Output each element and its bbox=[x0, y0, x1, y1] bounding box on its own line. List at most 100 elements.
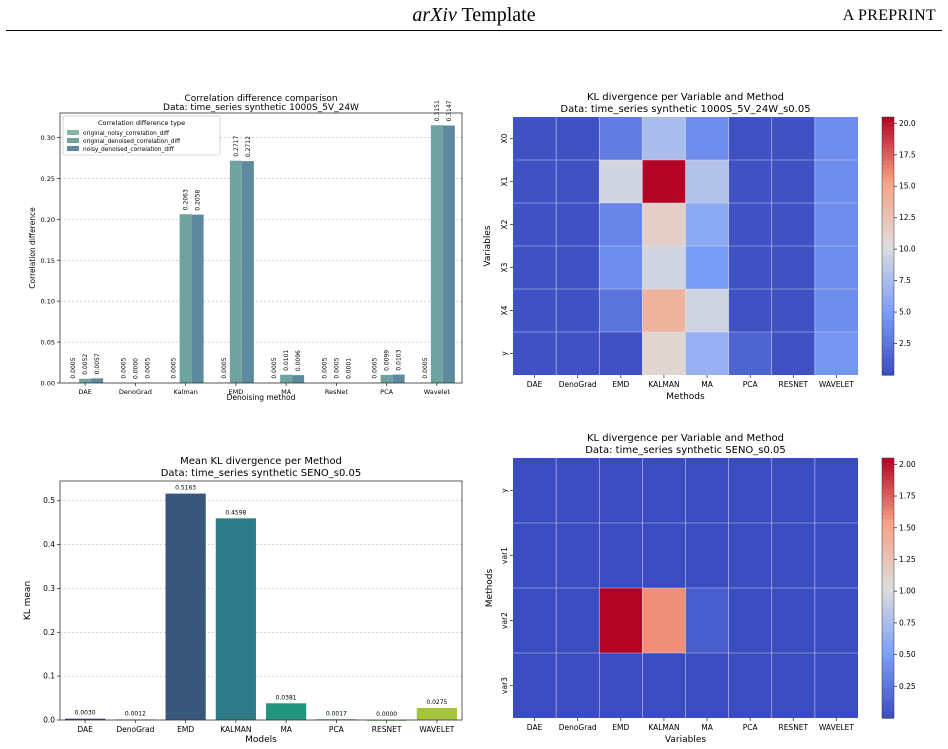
chart2-colorbar-segment bbox=[882, 357, 894, 363]
chart2-colorbar-segment bbox=[882, 250, 894, 256]
chart1-data-label: 0.0096 bbox=[295, 350, 302, 371]
chart2-colorbar-segment bbox=[882, 319, 894, 324]
chart2-ytick-label: X1 bbox=[500, 176, 509, 186]
chart2-cell bbox=[685, 246, 729, 289]
chart2-cell bbox=[685, 203, 729, 246]
chart2-cell bbox=[513, 160, 557, 203]
chart3-bar bbox=[266, 703, 307, 720]
chart2-colorbar-label: 20.0 bbox=[899, 119, 916, 128]
chart2-cell bbox=[685, 332, 729, 375]
chart4-colorbar-segment bbox=[882, 484, 894, 489]
chart4-cell bbox=[771, 653, 815, 718]
chart4-colorbar-segment bbox=[882, 653, 894, 658]
chart2-colorbar-segment bbox=[882, 224, 894, 230]
chart2-cell bbox=[556, 117, 600, 160]
chart1-subtitle: Data: time_series synthetic 1000S_5V_24W bbox=[163, 103, 359, 113]
chart2-xtick-label: WAVELET bbox=[819, 380, 854, 389]
chart3-xtick-label: RESNET bbox=[372, 725, 402, 734]
chart4-cell bbox=[771, 588, 815, 653]
chart4-ytick-label: var2 bbox=[500, 612, 509, 629]
chart2-cell bbox=[599, 203, 643, 246]
chart4-ylabel: Methods bbox=[485, 568, 495, 607]
chart2-colorbar-segment bbox=[882, 147, 894, 152]
chart1-bar bbox=[191, 214, 204, 383]
chart1-legend-label: noisy_denoised_correlation_diff bbox=[83, 147, 175, 153]
chart2-colorbar-segment bbox=[882, 168, 894, 174]
chart2-colorbar-segment bbox=[882, 323, 894, 329]
chart1-data-label: 0.0005 bbox=[144, 357, 151, 378]
chart2-colorbar-segment bbox=[882, 332, 894, 337]
chart2-cell bbox=[728, 117, 772, 160]
chart2-cell bbox=[814, 203, 858, 246]
chart2-cell bbox=[771, 332, 815, 375]
chart4-colorbar-segment bbox=[882, 479, 894, 485]
chart4-colorbar-segment bbox=[882, 635, 894, 641]
chart2-xtick-label: DenoGrad bbox=[559, 380, 597, 389]
chart2-colorbar-segment bbox=[882, 344, 894, 350]
chart4-xtick-label: MA bbox=[701, 723, 713, 732]
chart2-colorbar-segment bbox=[882, 125, 894, 131]
chart1-data-label: 0.3151 bbox=[434, 100, 441, 121]
chart1-ytick-label: 0.30 bbox=[41, 134, 55, 142]
chart3-frame bbox=[59, 480, 463, 721]
chart4-colorbar-segment bbox=[882, 700, 894, 706]
chart4-colorbar-segment bbox=[882, 631, 894, 637]
chart1-bar bbox=[280, 374, 293, 383]
chart4-cell bbox=[513, 458, 557, 523]
chart2-cell bbox=[771, 117, 815, 160]
chart4-cell bbox=[599, 523, 643, 588]
chart1-data-label: 0.0005 bbox=[422, 357, 429, 378]
chart2-cell bbox=[771, 246, 815, 289]
chart4-colorbar-segment bbox=[882, 705, 894, 710]
chart2-colorbar-segment bbox=[882, 276, 894, 281]
chart2-colorbar-segment bbox=[882, 190, 894, 195]
chart4-cell bbox=[685, 653, 729, 718]
chart4-colorbar-segment bbox=[882, 492, 894, 498]
chart2-cell bbox=[814, 246, 858, 289]
chart4-cell bbox=[556, 588, 600, 653]
chart4-cell bbox=[599, 588, 643, 653]
chart1-data-label: 0.0052 bbox=[82, 354, 89, 375]
chart2-cell bbox=[642, 332, 686, 375]
chart3-bar bbox=[215, 518, 256, 720]
chart2-cell bbox=[728, 332, 772, 375]
chart4-xtick-label: WAVELET bbox=[819, 723, 854, 732]
chart2-colorbar-segment bbox=[882, 151, 894, 157]
chart3-ytick-label: 0.3 bbox=[43, 584, 55, 593]
chart4-colorbar-segment bbox=[882, 527, 894, 533]
chart4-colorbar-segment bbox=[882, 605, 894, 611]
chart4-colorbar-segment bbox=[882, 683, 894, 689]
chart1-data-label: 0.2063 bbox=[183, 189, 190, 210]
chart4-colorbar-segment bbox=[882, 540, 894, 546]
chart2-colorbar-segment bbox=[882, 129, 894, 135]
chart1-data-label: 0.0000 bbox=[132, 358, 139, 379]
chart1-ytick-label: 0.20 bbox=[41, 216, 55, 224]
chart4-colorbar-segment bbox=[882, 466, 894, 472]
chart3-ylabel: KL mean bbox=[23, 581, 33, 620]
chart4-cell bbox=[513, 523, 557, 588]
chart3-ytick-label: 0.2 bbox=[43, 628, 55, 637]
chart2-colorbar-label: 2.5 bbox=[899, 339, 911, 348]
chart2-cell bbox=[814, 289, 858, 332]
chart1-xlabel: Denoising method bbox=[227, 393, 296, 402]
chart4-colorbar-label: 1.50 bbox=[899, 523, 916, 532]
chart3-xlabel: Models bbox=[245, 735, 277, 745]
chart4-cell bbox=[599, 653, 643, 718]
chart4-colorbar-segment bbox=[882, 674, 894, 680]
chart2-colorbar-label: 5.0 bbox=[899, 308, 911, 317]
chart1-xtick-label: ResNet bbox=[325, 388, 348, 396]
chart4-ytick-label: var3 bbox=[500, 677, 509, 694]
header-title-italic: arXiv bbox=[412, 4, 457, 26]
chart4-colorbar-segment bbox=[882, 696, 894, 702]
chart4-colorbar-segment bbox=[882, 462, 894, 468]
chart2-cell bbox=[513, 332, 557, 375]
header-right: A PREPRINT bbox=[842, 7, 936, 24]
chart2-cell bbox=[728, 289, 772, 332]
chart3-ytick-label: 0.0 bbox=[43, 716, 55, 725]
chart3-xtick-label: DAE bbox=[77, 725, 93, 734]
chart4-cell bbox=[814, 588, 858, 653]
chart4-colorbar-segment bbox=[882, 657, 894, 663]
chart2-cell bbox=[599, 289, 643, 332]
chart2-cell bbox=[642, 160, 686, 203]
chart1-ytick-label: 0.00 bbox=[41, 380, 55, 388]
